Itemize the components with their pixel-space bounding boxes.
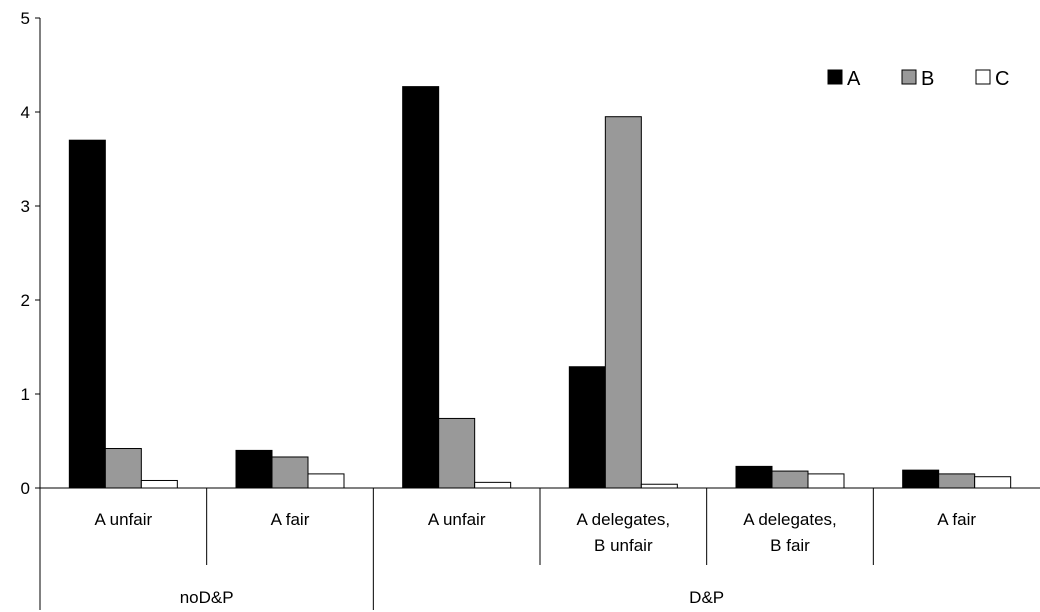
bar-A-2	[402, 86, 440, 489]
bar-C-1	[307, 473, 345, 489]
legend-label: B	[921, 68, 934, 90]
group-label: D&P	[689, 588, 724, 607]
category-label: A unfair	[428, 510, 486, 529]
chart-axes: 0 1 2 3 4 5	[21, 9, 1040, 610]
bar-A-5	[902, 469, 940, 489]
y-tick-label: 0	[21, 479, 30, 498]
category-label: A unfair	[95, 510, 153, 529]
bar-C-0	[140, 479, 178, 489]
bar-B-5	[938, 473, 976, 489]
y-tick-label: 4	[21, 103, 30, 122]
category-label: B fair	[770, 536, 810, 555]
category-label: B unfair	[594, 536, 653, 555]
bar-C-2	[474, 481, 512, 489]
legend-label: C	[995, 68, 1009, 90]
bar-B-3	[604, 116, 642, 489]
bar-B-2	[438, 417, 476, 489]
legend-swatch-C	[975, 69, 991, 85]
category-label: A fair	[271, 510, 310, 529]
bar-C-4	[807, 473, 845, 489]
x-axis-labels: A unfair A fair A unfair A delegates, B unfa…	[95, 488, 976, 610]
bar-A-0	[68, 139, 106, 489]
bar-A-1	[235, 449, 273, 489]
group-label: noD&P	[180, 588, 234, 607]
category-label: A fair	[937, 510, 976, 529]
category-label: A delegates,	[577, 510, 671, 529]
chart-bars	[68, 86, 1012, 489]
bar-C-5	[974, 476, 1012, 489]
legend-swatch-B	[901, 69, 917, 85]
bar-A-4	[735, 465, 773, 489]
bar-C-3	[640, 483, 678, 489]
y-tick-label: 5	[21, 9, 30, 28]
bar-B-1	[271, 456, 309, 489]
y-tick-label: 1	[21, 385, 30, 404]
y-tick-label: 3	[21, 197, 30, 216]
y-tick-label: 2	[21, 291, 30, 310]
bar-B-4	[771, 470, 809, 489]
category-label: A delegates,	[743, 510, 837, 529]
bar-A-3	[568, 366, 606, 489]
bar-B-0	[104, 448, 142, 489]
chart-legend: A B C	[827, 68, 1009, 90]
legend-label: A	[847, 68, 861, 90]
legend-swatch-A	[827, 69, 843, 85]
